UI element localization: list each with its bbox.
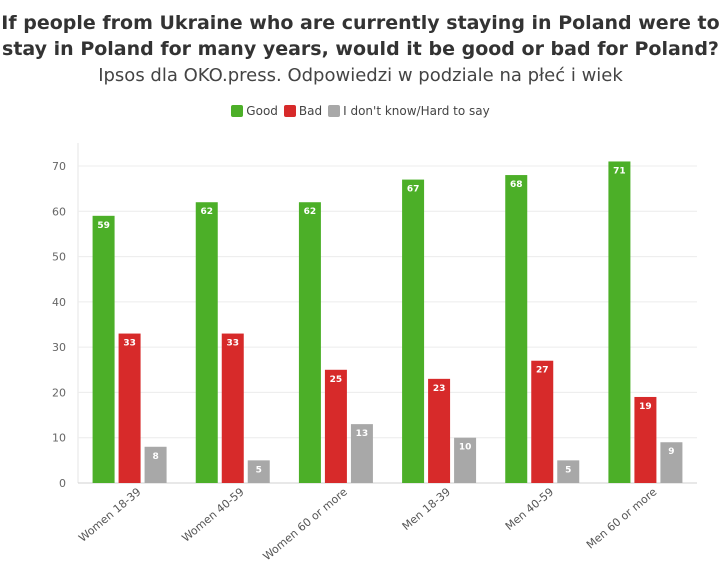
x-tick-label: Women 40-59 bbox=[179, 485, 246, 544]
y-tick-label: 50 bbox=[52, 251, 66, 264]
legend-item-bad[interactable]: Bad bbox=[283, 104, 323, 118]
data-label: 33 bbox=[226, 339, 239, 349]
y-tick-label: 10 bbox=[52, 432, 66, 445]
data-label: 25 bbox=[330, 375, 343, 385]
chart-subtitle: Ipsos dla OKO.press. Odpowiedzi w podzia… bbox=[98, 65, 623, 86]
bar-good[interactable] bbox=[298, 202, 321, 483]
data-label: 5 bbox=[565, 465, 571, 475]
y-tick-label: 60 bbox=[52, 205, 66, 218]
x-tick-label: Men 60 or more bbox=[584, 485, 660, 551]
x-tick-label: Women 60 or more bbox=[261, 485, 350, 563]
legend-label-good: Good bbox=[246, 104, 278, 118]
data-label: 62 bbox=[304, 207, 317, 217]
bar-bad[interactable] bbox=[221, 333, 244, 483]
bar-bad[interactable] bbox=[634, 396, 657, 483]
bar-good[interactable] bbox=[402, 179, 425, 484]
legend: Good Bad I don't know/Hard to say bbox=[0, 104, 721, 118]
bar-good[interactable] bbox=[92, 215, 115, 484]
data-label: 10 bbox=[459, 443, 472, 453]
data-label: 8 bbox=[152, 452, 158, 462]
data-label: 23 bbox=[433, 384, 446, 394]
data-label: 27 bbox=[536, 366, 549, 376]
bar-i-don-t-know-hard-to-say[interactable] bbox=[454, 437, 477, 483]
legend-label-dont-know: I don't know/Hard to say bbox=[343, 104, 490, 118]
bar-bad[interactable] bbox=[428, 378, 451, 483]
legend-swatch-dont-know bbox=[328, 105, 341, 117]
data-label: 62 bbox=[200, 207, 213, 217]
bar-i-don-t-know-hard-to-say[interactable] bbox=[557, 460, 580, 483]
bar-bad[interactable] bbox=[531, 360, 554, 483]
y-tick-label: 70 bbox=[52, 160, 66, 173]
y-tick-label: 0 bbox=[59, 477, 66, 490]
bar-good[interactable] bbox=[608, 161, 631, 483]
data-label: 71 bbox=[613, 166, 626, 176]
y-tick-label: 20 bbox=[52, 386, 66, 399]
data-label: 67 bbox=[407, 185, 420, 195]
data-label: 68 bbox=[510, 180, 523, 190]
data-label: 33 bbox=[123, 339, 136, 349]
data-label: 5 bbox=[256, 465, 262, 475]
legend-swatch-good bbox=[231, 105, 244, 117]
y-tick-label: 40 bbox=[52, 296, 66, 309]
y-tick-label: 30 bbox=[52, 341, 66, 354]
legend-label-bad: Bad bbox=[298, 104, 323, 118]
bar-i-don-t-know-hard-to-say[interactable] bbox=[350, 424, 373, 483]
legend-swatch-bad bbox=[283, 105, 296, 117]
legend-item-dont-know[interactable]: I don't know/Hard to say bbox=[328, 104, 490, 118]
bar-i-don-t-know-hard-to-say[interactable] bbox=[144, 446, 167, 483]
data-label: 13 bbox=[356, 429, 369, 439]
bar-i-don-t-know-hard-to-say[interactable] bbox=[660, 442, 683, 483]
bar-bad[interactable] bbox=[324, 369, 347, 483]
data-label: 9 bbox=[668, 447, 674, 457]
bar-i-don-t-know-hard-to-say[interactable] bbox=[247, 460, 270, 483]
chart-title: If people from Ukraine who are currently… bbox=[1, 12, 720, 60]
legend-item-good[interactable]: Good bbox=[231, 104, 278, 118]
bar-good[interactable] bbox=[505, 175, 528, 484]
x-tick-label: Women 18-39 bbox=[76, 485, 143, 544]
bar-good[interactable] bbox=[195, 202, 218, 483]
data-label: 59 bbox=[97, 221, 110, 231]
x-tick-label: Men 40-59 bbox=[503, 485, 556, 533]
x-tick-label: Men 18-39 bbox=[400, 485, 453, 533]
bar-bad[interactable] bbox=[118, 333, 141, 483]
data-label: 19 bbox=[639, 402, 652, 412]
